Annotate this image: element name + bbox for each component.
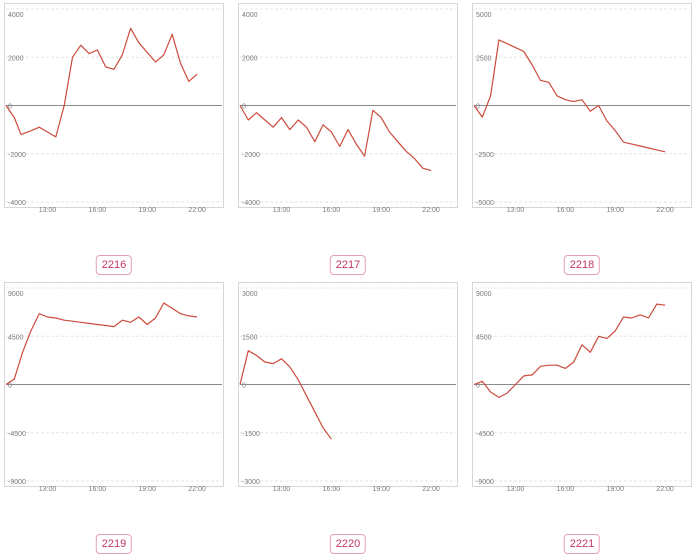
x-tick-label: 19:00	[138, 486, 156, 493]
x-tick-label: 13:00	[39, 207, 57, 214]
y-tick-label: 3000	[242, 291, 258, 298]
series-line	[239, 350, 332, 440]
line-chart: 4000 2000 0 -2000 -4000 13:00 16:00 19:00 22:00	[5, 8, 222, 214]
x-tick-label: 19:00	[372, 207, 390, 214]
series-line	[239, 105, 432, 172]
y-tick-label: 0	[8, 104, 12, 111]
x-tick-label: 19:00	[606, 486, 624, 493]
panel-label-badge[interactable]: 2219	[95, 534, 133, 554]
y-tick-label: 2000	[8, 55, 24, 62]
y-tick-label: 2500	[476, 55, 492, 62]
y-tick-label: 4000	[242, 12, 258, 19]
y-tick-label: -4000	[242, 200, 260, 207]
x-tick-label: 13:00	[507, 486, 525, 493]
x-tick-label: 16:00	[89, 486, 107, 493]
series-line	[5, 27, 198, 138]
y-tick-label: 9000	[476, 291, 492, 298]
y-tick-label: 1500	[242, 334, 258, 341]
panel-2216: 4000 2000 0 -2000 -4000 13:00 16:00 19:00 22:00 …	[4, 3, 224, 283]
y-tick-label: -4500	[8, 431, 26, 438]
x-tick-label: 22:00	[656, 207, 674, 214]
x-tick-label: 13:00	[39, 486, 57, 493]
y-tick-label: 0	[476, 104, 480, 111]
panel-2220: 3000 1500 0 -1500 -3000 13:00 16:00 19:00 22:00 …	[238, 282, 458, 560]
y-tick-label: -9000	[476, 479, 494, 486]
panel-label-badge[interactable]: 2218	[563, 255, 601, 275]
x-tick-label: 22:00	[656, 486, 674, 493]
x-tick-label: 22:00	[422, 486, 440, 493]
x-tick-label: 19:00	[138, 207, 156, 214]
panel-2217: 4000 2000 0 -2000 -4000 13:00 16:00 19:00 22:00 …	[238, 3, 458, 283]
line-chart: 3000 1500 0 -1500 -3000 13:00 16:00 19:00 22:00	[239, 287, 456, 493]
x-tick-label: 22:00	[188, 207, 206, 214]
panel-label-badge[interactable]: 2217	[329, 255, 367, 275]
y-tick-label: 0	[476, 383, 480, 390]
y-tick-label: 9000	[8, 291, 24, 298]
panel-2218: 5000 2500 0 -2500 -5000 13:00 16:00 19:00 22:00 …	[472, 3, 692, 283]
x-tick-label: 16:00	[323, 486, 341, 493]
x-tick-label: 13:00	[273, 207, 291, 214]
line-chart: 5000 2500 0 -2500 -5000 13:00 16:00 19:00 22:00	[473, 8, 690, 214]
y-tick-label: -2000	[8, 152, 26, 159]
line-chart: 9000 4500 0 -4500 -9000 13:00 16:00 19:00 22:00	[5, 287, 222, 493]
y-tick-label: 4000	[8, 12, 24, 19]
x-tick-label: 19:00	[606, 207, 624, 214]
x-tick-label: 19:00	[372, 486, 390, 493]
y-tick-label: -5000	[476, 200, 494, 207]
x-tick-label: 22:00	[188, 486, 206, 493]
y-tick-label: 0	[8, 383, 12, 390]
y-tick-label: -9000	[8, 479, 26, 486]
y-tick-label: -4500	[476, 431, 494, 438]
y-tick-label: -3000	[242, 479, 260, 486]
x-tick-label: 16:00	[323, 207, 341, 214]
panel-2221: 9000 4500 0 -4500 -9000 13:00 16:00 19:00 22:00 …	[472, 282, 692, 560]
series-line	[473, 39, 666, 153]
y-tick-label: -4000	[8, 200, 26, 207]
line-chart: 9000 4500 0 -4500 -9000 13:00 16:00 19:00 22:00	[473, 287, 690, 493]
x-tick-label: 16:00	[89, 207, 107, 214]
panel-2219: 9000 4500 0 -4500 -9000 13:00 16:00 19:00 22:00 …	[4, 282, 224, 560]
y-tick-label: -2500	[476, 152, 494, 159]
x-tick-label: 22:00	[422, 207, 440, 214]
y-tick-label: -1500	[242, 431, 260, 438]
x-tick-label: 13:00	[507, 207, 525, 214]
y-tick-label: 0	[242, 104, 246, 111]
panel-label-badge[interactable]: 2216	[95, 255, 133, 275]
y-tick-label: -2000	[242, 152, 260, 159]
y-tick-label: 4500	[476, 334, 492, 341]
x-tick-label: 13:00	[273, 486, 291, 493]
panel-label-badge[interactable]: 2221	[563, 534, 601, 554]
series-line	[473, 303, 666, 399]
y-tick-label: 4500	[8, 334, 24, 341]
panel-label-badge[interactable]: 2220	[329, 534, 367, 554]
y-tick-label: 5000	[476, 12, 492, 19]
line-chart: 4000 2000 0 -2000 -4000 13:00 16:00 19:00 22:00	[239, 8, 456, 214]
y-tick-label: 2000	[242, 55, 258, 62]
x-tick-label: 16:00	[557, 486, 575, 493]
x-tick-label: 16:00	[557, 207, 575, 214]
series-line	[5, 302, 198, 386]
y-tick-label: 0	[242, 383, 246, 390]
